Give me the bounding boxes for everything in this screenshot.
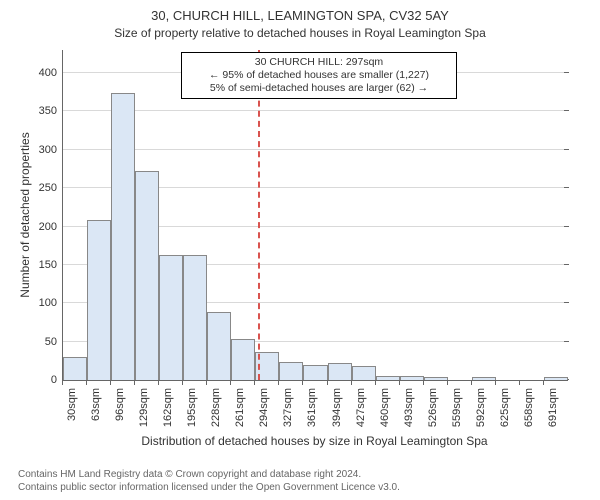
x-tick-mark — [110, 380, 111, 385]
y-tick-mark — [564, 110, 569, 111]
x-tick-mark — [327, 380, 328, 385]
histogram-bar — [544, 377, 568, 380]
annotation-line: ← 95% of detached houses are smaller (1,… — [188, 69, 450, 82]
x-tick-mark — [86, 380, 87, 385]
y-tick-mark — [564, 149, 569, 150]
x-tick-mark — [519, 380, 520, 385]
x-tick-label: 658sqm — [523, 388, 535, 428]
y-tick-mark — [564, 341, 569, 342]
chart-title-line2: Size of property relative to detached ho… — [0, 26, 600, 40]
histogram-bar — [472, 377, 496, 380]
histogram-bar — [159, 255, 183, 380]
histogram-bar — [376, 376, 400, 380]
x-tick-mark — [62, 380, 63, 385]
x-tick-label: 526sqm — [427, 388, 439, 428]
x-tick-mark — [447, 380, 448, 385]
x-tick-mark — [278, 380, 279, 385]
x-tick-mark — [543, 380, 544, 385]
histogram-bar — [352, 366, 376, 380]
histogram-bar — [400, 376, 424, 380]
histogram-bar — [328, 363, 352, 380]
plot-area: 05010015020025030035040030 CHURCH HILL: … — [62, 50, 568, 381]
x-tick-mark — [351, 380, 352, 385]
histogram-bar — [231, 339, 255, 380]
x-tick-label: 129sqm — [138, 388, 150, 428]
x-tick-label: 327sqm — [282, 388, 294, 428]
histogram-bar — [63, 357, 87, 380]
footer-line2: Contains public sector information licen… — [18, 481, 400, 494]
annotation-line: 30 CHURCH HILL: 297sqm — [188, 56, 450, 69]
x-tick-label: 493sqm — [403, 388, 415, 428]
x-tick-mark — [471, 380, 472, 385]
y-tick-label: 200 — [39, 221, 63, 233]
x-tick-mark — [423, 380, 424, 385]
chart-title-line1: 30, CHURCH HILL, LEAMINGTON SPA, CV32 5A… — [0, 8, 600, 23]
x-tick-mark — [158, 380, 159, 385]
x-axis-label: Distribution of detached houses by size … — [62, 434, 567, 448]
histogram-bar — [207, 312, 231, 380]
x-tick-label: 261sqm — [234, 388, 246, 428]
histogram-bar — [183, 255, 207, 380]
x-tick-label: 427sqm — [355, 388, 367, 428]
x-tick-label: 63sqm — [90, 388, 102, 428]
footer-attribution: Contains HM Land Registry data © Crown c… — [18, 468, 400, 494]
x-tick-label: 361sqm — [306, 388, 318, 428]
x-tick-mark — [182, 380, 183, 385]
x-tick-label: 96sqm — [114, 388, 126, 428]
y-tick-mark — [564, 302, 569, 303]
histogram-bar — [279, 362, 303, 380]
x-tick-mark — [206, 380, 207, 385]
histogram-bar — [303, 365, 327, 380]
y-tick-label: 300 — [39, 144, 63, 156]
gridline — [63, 149, 568, 150]
y-tick-label: 250 — [39, 182, 63, 194]
y-tick-mark — [564, 72, 569, 73]
annotation-line: 5% of semi-detached houses are larger (6… — [188, 82, 450, 95]
chart-container: 30, CHURCH HILL, LEAMINGTON SPA, CV32 5A… — [0, 0, 600, 500]
gridline — [63, 110, 568, 111]
y-tick-label: 400 — [39, 67, 63, 79]
marker-line — [258, 50, 260, 380]
y-axis-label: Number of detached properties — [18, 50, 32, 380]
x-tick-label: 460sqm — [379, 388, 391, 428]
footer-line1: Contains HM Land Registry data © Crown c… — [18, 468, 400, 481]
x-tick-mark — [495, 380, 496, 385]
y-tick-mark — [564, 187, 569, 188]
y-tick-mark — [564, 226, 569, 227]
histogram-bar — [135, 171, 159, 381]
x-tick-label: 592sqm — [475, 388, 487, 428]
x-tick-label: 691sqm — [547, 388, 559, 428]
y-tick-mark — [564, 264, 569, 265]
x-tick-mark — [302, 380, 303, 385]
histogram-bar — [111, 93, 135, 380]
x-tick-label: 294sqm — [258, 388, 270, 428]
x-tick-label: 30sqm — [66, 388, 78, 428]
y-tick-label: 100 — [39, 297, 63, 309]
x-tick-label: 228sqm — [210, 388, 222, 428]
x-tick-label: 195sqm — [186, 388, 198, 428]
x-tick-mark — [254, 380, 255, 385]
y-tick-label: 350 — [39, 105, 63, 117]
x-tick-label: 625sqm — [499, 388, 511, 428]
x-tick-mark — [230, 380, 231, 385]
histogram-bar — [424, 377, 448, 380]
histogram-bar — [87, 220, 111, 380]
y-tick-label: 150 — [39, 259, 63, 271]
y-tick-label: 50 — [45, 336, 63, 348]
annotation-box: 30 CHURCH HILL: 297sqm← 95% of detached … — [181, 52, 457, 99]
x-tick-mark — [134, 380, 135, 385]
x-tick-mark — [399, 380, 400, 385]
x-tick-label: 559sqm — [451, 388, 463, 428]
x-tick-mark — [375, 380, 376, 385]
x-tick-label: 162sqm — [162, 388, 174, 428]
x-tick-label: 394sqm — [331, 388, 343, 428]
